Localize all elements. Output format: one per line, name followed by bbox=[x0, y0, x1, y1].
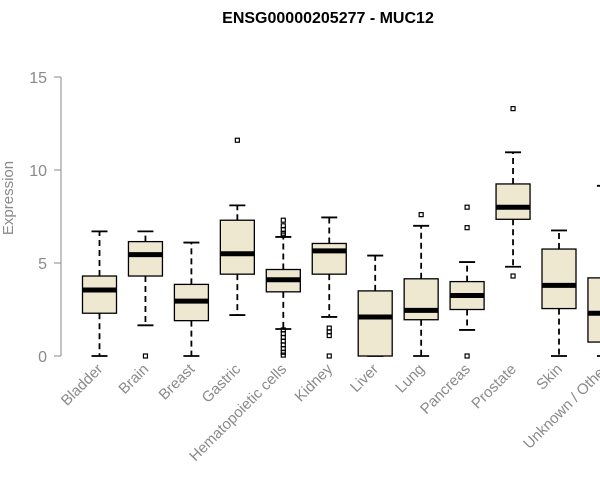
iqr-box bbox=[541, 248, 577, 310]
outlier-point bbox=[418, 212, 424, 218]
outlier-point bbox=[142, 353, 149, 359]
iqr-box bbox=[81, 275, 118, 314]
box-kidney bbox=[311, 216, 347, 359]
iqr-box bbox=[311, 242, 347, 275]
outlier-point bbox=[280, 349, 286, 355]
y-tick-label: 5 bbox=[38, 256, 47, 273]
x-tick-label: Skin bbox=[533, 361, 566, 394]
box-hematopoietic-cells bbox=[265, 217, 301, 358]
x-tick-label: Kidney bbox=[292, 360, 337, 405]
iqr-box bbox=[403, 278, 439, 321]
box-brain bbox=[127, 230, 164, 359]
x-tick-label: Gastric bbox=[199, 360, 245, 406]
box-skin bbox=[541, 229, 577, 357]
x-tick-label: Liver bbox=[347, 361, 382, 396]
y-axis-label: Expression bbox=[0, 161, 17, 235]
box-unknown-other bbox=[587, 184, 600, 357]
outlier-point bbox=[510, 106, 516, 112]
outlier-point bbox=[234, 137, 240, 143]
x-tick-label: Breast bbox=[156, 360, 199, 403]
x-tick-label: Prostate bbox=[468, 361, 520, 413]
iqr-box bbox=[219, 219, 256, 275]
y-tick-label: 0 bbox=[38, 349, 47, 366]
box-gastric bbox=[219, 137, 256, 316]
x-tick-label: Pancreas bbox=[417, 361, 474, 418]
outlier-point bbox=[280, 232, 286, 238]
outlier-point bbox=[326, 332, 332, 339]
iqr-box bbox=[357, 290, 393, 357]
x-tick-label: Lung bbox=[392, 361, 428, 397]
chart-title: ENSG00000205277 - MUC12 bbox=[222, 10, 434, 27]
x-tick-label: Brain bbox=[115, 361, 152, 398]
boxes-group bbox=[81, 106, 600, 359]
outlier-point bbox=[464, 353, 470, 359]
box-lung bbox=[403, 212, 439, 357]
box-prostate bbox=[495, 106, 531, 279]
outlier-point bbox=[280, 352, 286, 358]
outlier-point bbox=[464, 204, 470, 210]
box-pancreas bbox=[449, 204, 485, 359]
y-tick-label: 15 bbox=[29, 70, 47, 87]
x-tick-label: Bladder bbox=[58, 361, 107, 410]
iqr-box bbox=[587, 277, 600, 343]
y-axis: 0 5 10 15 bbox=[29, 70, 62, 366]
outlier-point bbox=[280, 217, 286, 223]
iqr-box bbox=[127, 240, 164, 277]
iqr-box bbox=[495, 183, 531, 220]
outlier-point bbox=[464, 225, 470, 231]
box-liver bbox=[357, 254, 393, 357]
box-bladder bbox=[81, 230, 118, 357]
box-breast bbox=[173, 241, 210, 357]
y-tick-label: 10 bbox=[29, 163, 47, 180]
outlier-point bbox=[326, 353, 332, 359]
outlier-point bbox=[510, 273, 516, 279]
